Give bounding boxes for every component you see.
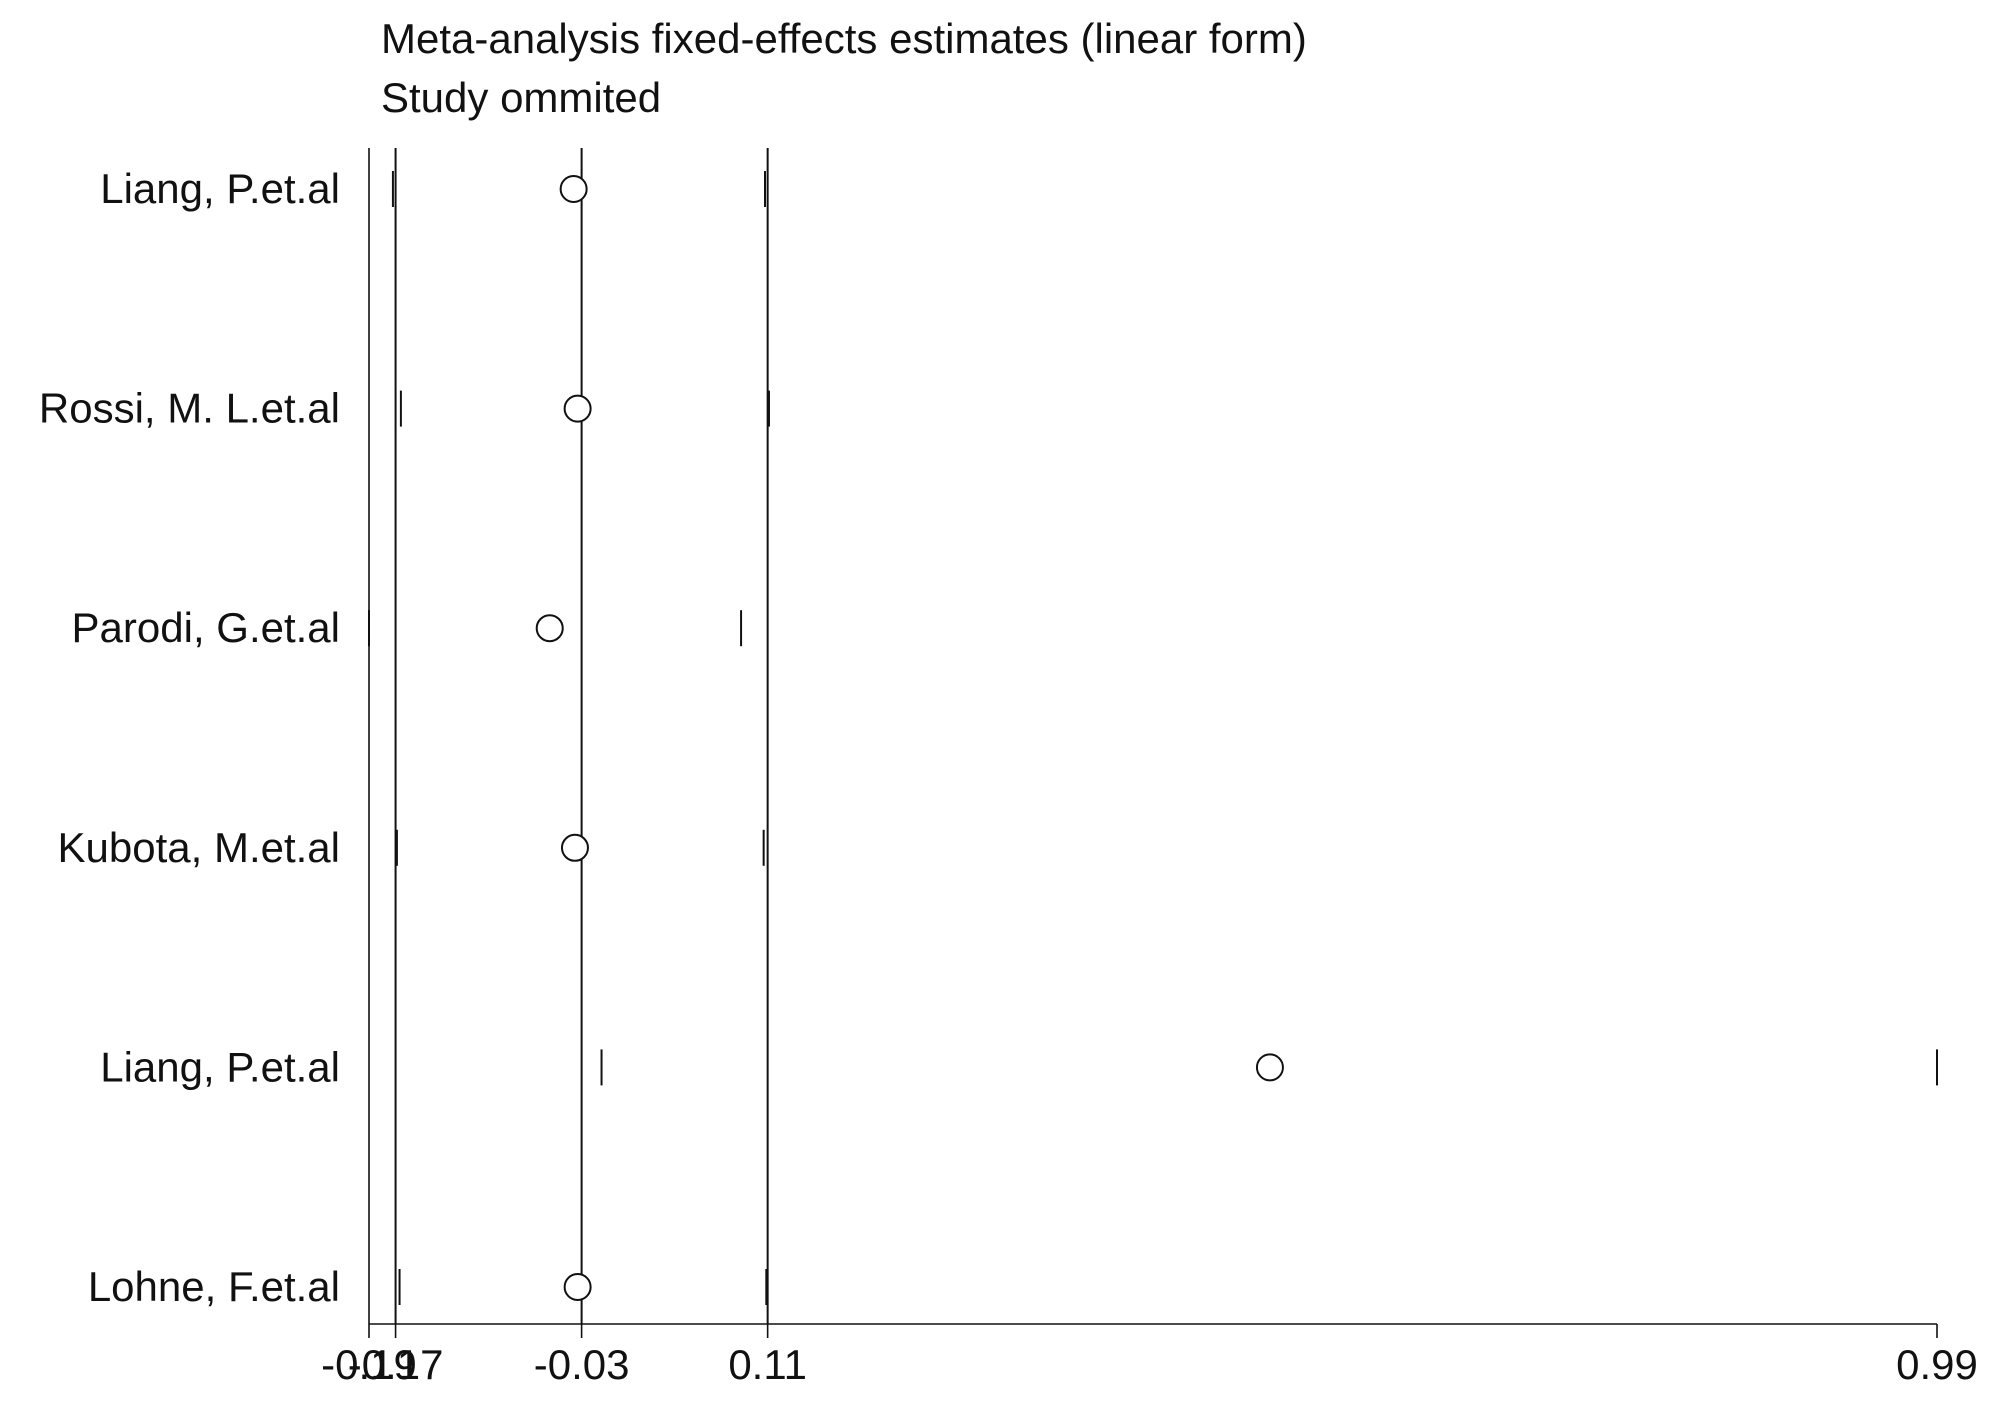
x-tick-label: -0.17 [348, 1341, 444, 1388]
point-estimate [560, 833, 589, 862]
point-estimate [559, 175, 588, 203]
x-tick-label: 0.99 [1896, 1341, 1978, 1388]
point-estimate [563, 394, 592, 423]
chart-subtitle: Study ommited [381, 74, 662, 121]
study-label: Liang, P.et.al [100, 165, 340, 212]
study-label: Lohne, F.et.al [88, 1263, 340, 1310]
point-estimate [563, 1273, 592, 1301]
x-tick-label: -0.19 [321, 1341, 417, 1388]
study-label: Kubota, M.et.al [58, 824, 341, 871]
x-tick-label: -0.03 [534, 1341, 630, 1388]
study-label: Liang, P.et.al [100, 1043, 340, 1090]
point-estimate [535, 614, 564, 643]
chart-title: Meta-analysis fixed-effects estimates (l… [381, 15, 1307, 62]
point-estimate [1255, 1053, 1284, 1082]
x-tick-label: 0.11 [728, 1341, 807, 1388]
study-label: Rossi, M. L.et.al [39, 385, 340, 432]
study-label: Parodi, G.et.al [72, 604, 340, 651]
